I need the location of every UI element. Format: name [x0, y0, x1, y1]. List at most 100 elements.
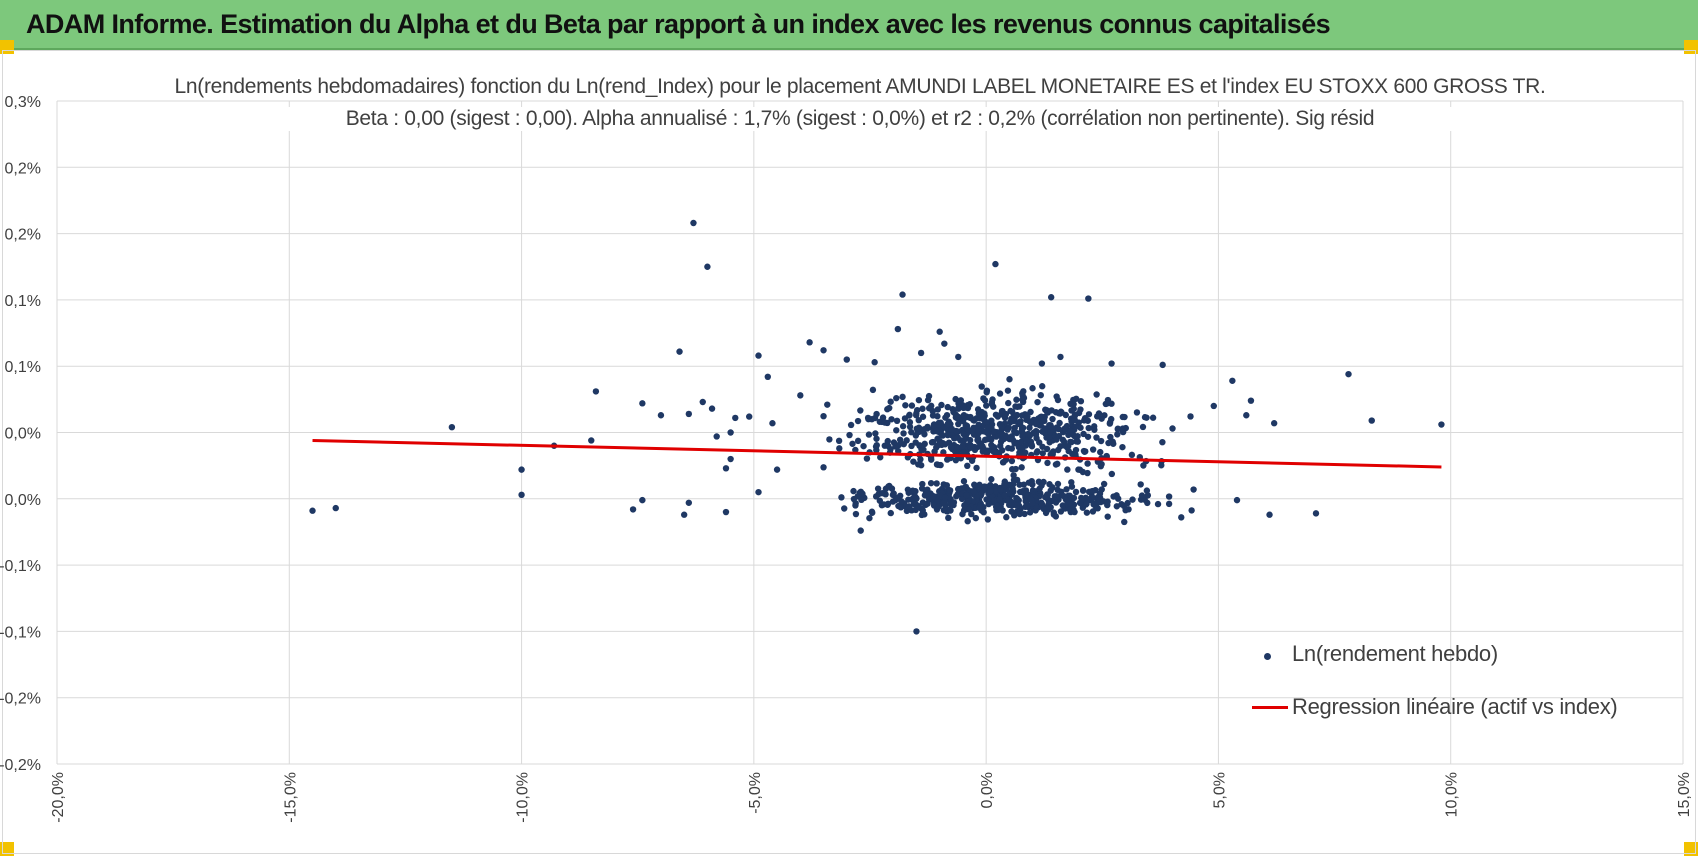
data-point — [588, 437, 595, 444]
data-point — [992, 487, 1000, 495]
data-point — [858, 496, 865, 504]
data-point — [1050, 511, 1058, 518]
data-point — [1119, 413, 1126, 421]
data-point — [699, 398, 706, 406]
data-point — [1004, 426, 1011, 433]
data-point — [906, 411, 913, 419]
data-point — [872, 493, 880, 500]
data-point — [1071, 411, 1079, 419]
corner-marker-bottom-left — [0, 842, 14, 856]
data-point — [1057, 353, 1064, 361]
data-point — [946, 487, 954, 494]
data-point — [1039, 383, 1046, 390]
data-point — [1368, 417, 1375, 424]
data-point — [936, 438, 943, 445]
data-point — [928, 439, 936, 446]
data-point — [708, 405, 716, 412]
data-point — [1029, 481, 1036, 488]
data-point — [955, 420, 962, 428]
data-point — [820, 464, 827, 471]
data-point — [852, 510, 860, 518]
data-point — [824, 401, 831, 408]
data-point — [964, 426, 972, 433]
data-point — [755, 352, 762, 359]
data-point — [947, 444, 955, 451]
data-point — [852, 446, 859, 454]
data-point — [846, 431, 853, 439]
x-tick-label: 0,0% — [979, 772, 996, 808]
data-point — [1159, 438, 1166, 446]
data-point — [981, 397, 989, 404]
data-point — [980, 509, 987, 516]
data-point — [901, 415, 909, 422]
y-tick-label: 0,1% — [5, 359, 41, 376]
data-point — [938, 431, 945, 438]
data-point — [912, 488, 919, 495]
data-point — [971, 481, 978, 488]
data-point — [1093, 391, 1100, 398]
data-point — [1001, 492, 1008, 499]
data-point — [1017, 418, 1024, 425]
data-point — [1097, 448, 1104, 456]
data-point — [1266, 511, 1273, 518]
data-point — [857, 407, 864, 414]
data-point — [1059, 502, 1067, 509]
data-point — [1021, 510, 1028, 518]
data-point — [1004, 387, 1012, 394]
data-point — [960, 430, 967, 437]
data-point — [448, 423, 456, 431]
data-point — [1067, 400, 1074, 408]
data-point — [797, 392, 804, 399]
data-point — [838, 494, 845, 501]
data-point — [850, 487, 857, 495]
data-point — [1083, 509, 1091, 516]
data-point — [1104, 400, 1111, 407]
data-point — [841, 505, 848, 512]
data-point — [722, 465, 730, 472]
data-point — [1188, 507, 1195, 514]
data-point — [1026, 509, 1034, 516]
data-point — [1048, 450, 1055, 457]
data-point — [1026, 424, 1033, 431]
data-point — [972, 514, 980, 522]
data-point — [1065, 442, 1072, 450]
data-point — [958, 495, 966, 503]
data-point — [1072, 451, 1079, 458]
y-tick-label: -0,2% — [0, 757, 41, 774]
data-point — [1044, 409, 1052, 416]
data-point — [896, 436, 904, 443]
data-point — [936, 328, 943, 335]
data-point — [1108, 360, 1115, 367]
data-point — [1091, 426, 1098, 433]
data-point — [1169, 425, 1176, 432]
data-point — [704, 263, 711, 270]
data-point — [1011, 428, 1018, 435]
data-point — [1068, 483, 1076, 490]
data-point — [1005, 444, 1012, 452]
data-point — [879, 489, 886, 497]
data-point — [1139, 423, 1147, 431]
data-point — [912, 493, 919, 501]
data-point — [1141, 414, 1149, 421]
data-point — [871, 414, 879, 422]
data-point — [947, 501, 954, 508]
data-point — [966, 401, 974, 408]
data-point — [919, 405, 926, 412]
data-point — [639, 400, 646, 407]
data-point — [1165, 500, 1173, 508]
data-point — [1095, 410, 1103, 417]
data-point — [976, 481, 983, 489]
data-point — [1049, 484, 1056, 491]
data-point — [1071, 432, 1078, 440]
data-point — [927, 479, 935, 487]
data-point — [1140, 462, 1147, 469]
data-point — [1138, 492, 1146, 499]
data-point — [888, 416, 895, 423]
x-axis-ticks: -20,0% -15,0% -10,0% -5,0% 0,0% 5,0% 10,0% 15,0… — [50, 772, 1693, 823]
data-point — [944, 456, 951, 463]
y-tick-label: 0,0% — [5, 426, 41, 443]
data-point — [933, 427, 940, 435]
data-point — [874, 485, 882, 492]
x-tick-label: -20,0% — [50, 772, 67, 823]
data-point — [987, 487, 994, 495]
